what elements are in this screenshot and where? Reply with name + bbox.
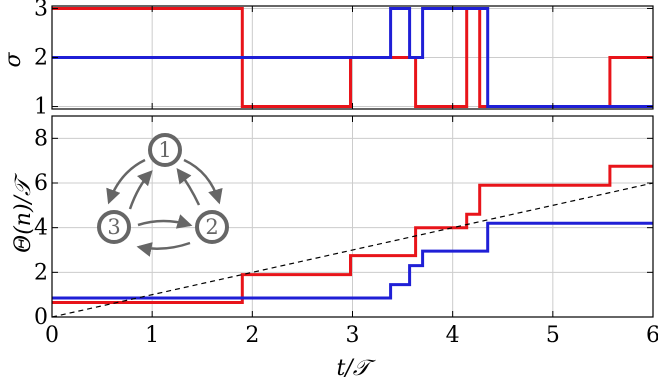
arrow-2-to-1 [176,167,201,206]
bottom-ticks [51,116,654,318]
y-tick-label: 3 [34,0,48,21]
top-ticks [51,6,654,109]
node-1-label: 1 [158,138,171,162]
node-1 [148,133,182,167]
y-tick-label: 4 [34,216,48,241]
series-line-red [52,164,653,304]
top-series [52,7,653,108]
series-line-blue [52,7,653,108]
node-3-label: 3 [107,215,120,239]
bottom-series [51,164,654,318]
bottom-x-axis-label: t/𝒯 [336,356,376,381]
y-tick-label: 2 [34,260,48,285]
state-cycle-inset: 1 2 3 [97,133,229,257]
top-ytick-labels: 1 2 3 [34,0,48,120]
x-tick-label: 1 [145,323,159,348]
x-tick-label: 5 [546,323,560,348]
x-tick-label: 3 [346,323,360,348]
bottom-panel: 0 2 4 6 8 0 1 2 3 4 5 6 t/𝒯 Θ(n)/𝒯 1 2 3 [11,115,658,381]
node-3 [97,210,131,244]
x-tick-label: 2 [245,323,259,348]
top-panel: 1 2 3 σ [1,0,654,120]
bottom-xtick-labels: 0 1 2 3 4 5 6 [45,323,658,348]
x-tick-label: 0 [45,323,59,348]
node-2-label: 2 [205,215,218,239]
y-tick-label: 6 [34,171,48,196]
bottom-grid [51,116,654,318]
arrow-1-to-3 [106,158,146,205]
top-y-axis-label: σ [1,52,26,68]
arrow-1-to-2 [183,158,223,205]
bottom-ytick-labels: 0 2 4 6 8 [34,126,48,330]
arrow-3-to-1 [128,170,153,210]
y-tick-label: 2 [34,46,48,71]
series-line-blue [52,221,653,300]
y-tick-label: 1 [34,95,48,120]
arrow-2-to-3 [136,241,191,257]
node-2 [195,210,229,244]
x-tick-label: 4 [446,323,460,348]
y-tick-label: 0 [34,305,48,330]
y-tick-label: 8 [34,126,48,151]
bottom-y-axis-label: Θ(n)/𝒯 [11,172,36,253]
reference-line [51,182,654,318]
arrow-3-to-2 [137,214,193,229]
x-tick-label: 6 [646,323,658,348]
